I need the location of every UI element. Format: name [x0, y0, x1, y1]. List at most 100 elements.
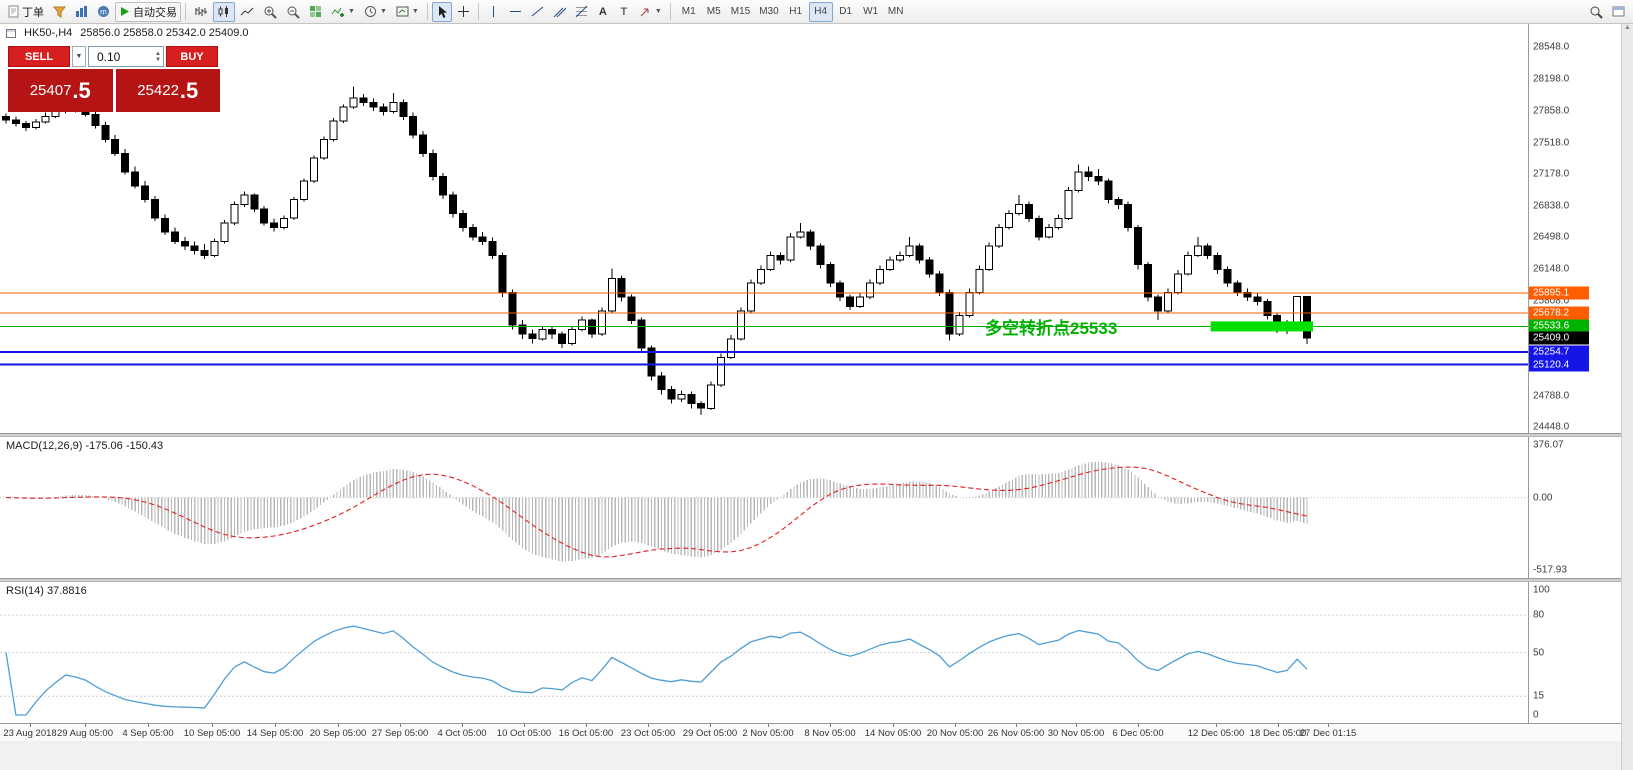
market-watch-button[interactable] — [71, 2, 92, 22]
buy-price-frac: .5 — [179, 77, 199, 103]
panel-splitter[interactable] — [0, 433, 1633, 437]
price-axis-label: 28198.0 — [1533, 73, 1570, 85]
label-tool-button[interactable]: T — [614, 2, 634, 22]
buy-price-display[interactable]: 25422.5 — [115, 69, 220, 112]
time-axis-label: 18 Dec 05:00 — [1249, 728, 1307, 739]
sell-button[interactable]: SELL — [8, 46, 70, 67]
macd-panel[interactable]: MACD(12,26,9) -175.06 -150.43 376.07 0.00… — [0, 437, 1633, 578]
trendline-tool-button[interactable] — [527, 2, 548, 22]
lot-size-input[interactable]: 0.10 ▲ ▼ — [88, 46, 164, 67]
timeframe-m1-button[interactable]: M1 — [681, 6, 696, 17]
price-axis-label: 27178.0 — [1533, 168, 1570, 180]
text-tool-button[interactable]: A — [593, 2, 613, 22]
macd-axis-label: -517.93 — [1533, 564, 1567, 576]
time-tick — [524, 724, 525, 727]
sell-price-display[interactable]: 25407.5 — [8, 69, 113, 112]
trade-options-dropdown[interactable]: ▼ — [72, 46, 86, 67]
text-tool-icon: A — [598, 5, 607, 18]
rsi-chart[interactable] — [0, 582, 1528, 723]
time-tick — [1138, 724, 1139, 727]
arrow-shape-icon — [640, 8, 649, 17]
toolbar-separator — [185, 3, 186, 20]
time-axis-label: 10 Oct 05:00 — [496, 728, 552, 739]
new-order-button[interactable]: 丁单 — [4, 2, 48, 22]
chevron-down-icon: ▼ — [411, 8, 419, 15]
crosshair-icon — [457, 6, 469, 17]
toolbar-separator — [426, 3, 428, 20]
candlestick-chart[interactable] — [0, 24, 1528, 433]
crosshair-tool-button[interactable] — [453, 2, 474, 22]
price-axis-label: 24788.0 — [1533, 390, 1570, 401]
time-tick — [1278, 724, 1279, 727]
zoom-in-button[interactable] — [259, 2, 281, 22]
horizontal-line-icon — [509, 11, 521, 12]
zoom-out-icon — [287, 6, 300, 19]
cursor-icon — [438, 5, 447, 18]
filter-button[interactable] — [49, 2, 70, 22]
price-axis-label: 26148.0 — [1533, 263, 1570, 275]
line-chart-mode-button[interactable] — [236, 2, 258, 22]
price-axis-label: 27858.0 — [1533, 105, 1570, 117]
price-axis-label: 25808.0 — [1533, 295, 1570, 307]
autotrade-button[interactable]: 自动交易 — [115, 1, 181, 22]
time-axis-label: 27 Sep 05:00 — [371, 728, 429, 739]
arrows-tool-button[interactable]: ▼ — [635, 2, 666, 22]
rsi-axis: 100 80 50 15 0 — [1528, 582, 1633, 723]
fibonacci-tool-button[interactable] — [571, 2, 592, 22]
timeframe-h1-button[interactable]: H1 — [789, 6, 803, 17]
indicators-icon — [331, 7, 344, 17]
step-down-icon[interactable]: ▼ — [155, 56, 161, 63]
market-watch-icon — [76, 6, 87, 17]
search-button[interactable] — [1585, 2, 1607, 22]
buy-button[interactable]: BUY — [166, 46, 218, 67]
price-chart-panel[interactable]: HK50-,H4 25856.0 25858.0 25342.0 25409.0… — [0, 24, 1633, 433]
step-up-icon[interactable]: ▲ — [155, 50, 161, 57]
time-tick — [648, 724, 649, 727]
lot-stepper[interactable]: ▲ ▼ — [155, 51, 161, 63]
timeframe-w1-button[interactable]: W1 — [863, 6, 879, 17]
chart-annotation-text: 多空转折点25533 — [985, 319, 1118, 338]
time-axis-label: 10 Sep 05:00 — [183, 728, 241, 739]
time-tick — [893, 724, 894, 727]
rsi-panel[interactable]: RSI(14) 37.8816 100 80 50 15 0 — [0, 582, 1633, 723]
candlestick-mode-button[interactable] — [213, 1, 235, 22]
horizontal-line-tool-button[interactable] — [505, 2, 526, 22]
bar-chart-mode-button[interactable] — [190, 2, 212, 22]
macd-chart[interactable] — [0, 437, 1528, 578]
time-axis-label: 23 Oct 05:00 — [620, 728, 676, 739]
toolbar: 丁单 m 自动交易 ▼ ▼ ▼ — [0, 0, 1633, 24]
timeframe-d1-button[interactable]: D1 — [839, 6, 853, 17]
macd-axis: 376.07 0.00 -517.93 — [1528, 437, 1633, 578]
bottom-strip — [0, 741, 1633, 770]
buy-price-main: 25422 — [137, 82, 179, 99]
macd-axis-label: 376.07 — [1533, 439, 1564, 451]
price-axis: 28548.0 28198.0 27858.0 27518.0 27178.0 26838… — [1528, 24, 1633, 433]
templates-button[interactable]: ▼ — [392, 2, 423, 22]
zoom-out-button[interactable] — [282, 2, 304, 22]
periods-button[interactable]: ▼ — [360, 2, 391, 22]
cursor-tool-button[interactable] — [431, 1, 452, 22]
panel-splitter[interactable] — [0, 578, 1633, 582]
rsi-header: RSI(14) 37.8816 — [6, 585, 87, 597]
timeframe-m5-button[interactable]: M5 — [706, 6, 721, 17]
time-tick — [30, 724, 31, 727]
community-button[interactable]: m — [93, 2, 114, 22]
hline-price-tag: 25254.7 — [1529, 345, 1589, 359]
timeframe-m30-button[interactable]: M30 — [759, 6, 779, 17]
chart-icon — [6, 28, 16, 38]
timeframe-m15-button[interactable]: M15 — [730, 6, 751, 17]
indicators-button[interactable]: ▼ — [327, 2, 359, 22]
time-axis-label: 26 Nov 05:00 — [987, 728, 1045, 739]
timeframe-h4-button[interactable]: H4 — [808, 1, 833, 22]
tile-windows-button[interactable] — [305, 2, 326, 22]
lot-size-value: 0.10 — [97, 49, 121, 64]
right-scroll-strip[interactable]: ▲ — [1621, 24, 1633, 770]
bar-chart-icon — [195, 7, 207, 16]
timeframe-mn-button[interactable]: MN — [887, 6, 904, 17]
time-tick — [1216, 724, 1217, 727]
channel-tool-button[interactable] — [549, 2, 570, 22]
time-axis-label: 4 Oct 05:00 — [437, 728, 487, 739]
zoom-in-icon — [264, 6, 277, 19]
toolbar-options-button[interactable] — [1608, 2, 1629, 22]
vertical-line-tool-button[interactable] — [483, 2, 504, 22]
